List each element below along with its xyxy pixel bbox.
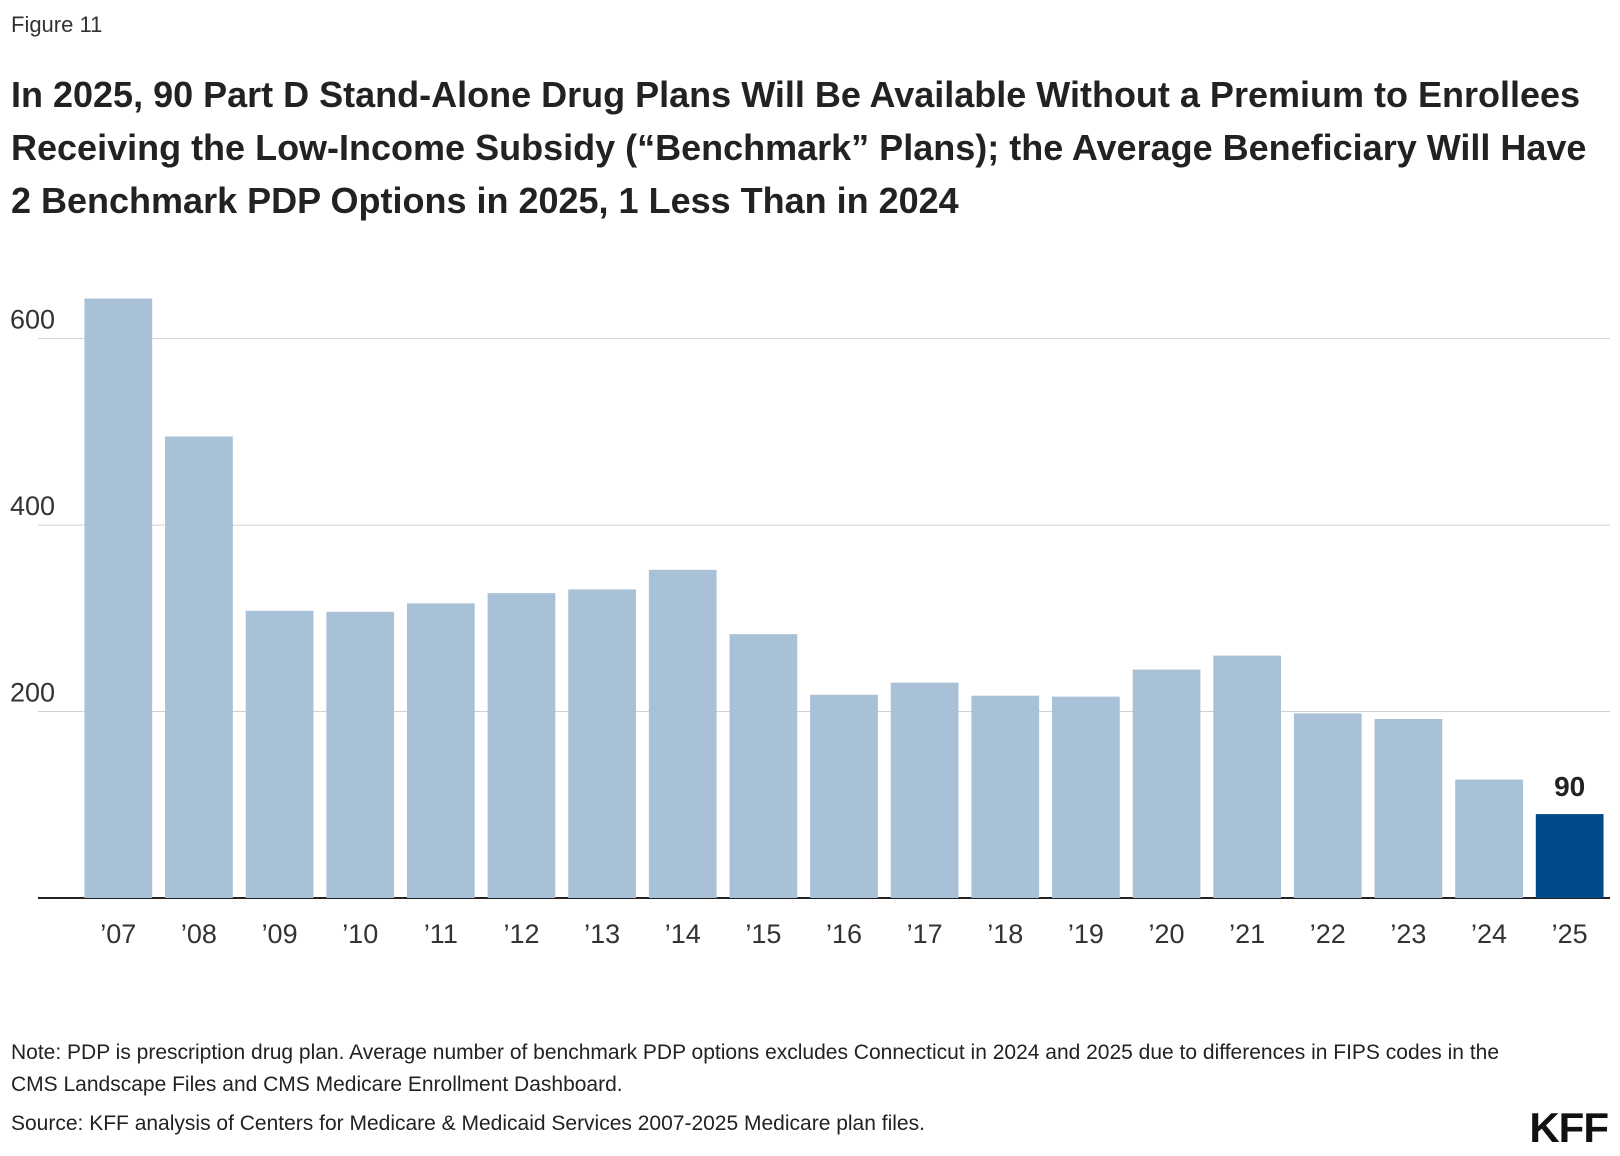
- value-label: 90: [1554, 771, 1585, 802]
- x-tick-label: ’25: [1552, 919, 1588, 949]
- x-tick-label: ’08: [181, 919, 217, 949]
- x-tick-label: ’16: [826, 919, 862, 949]
- x-tick-label: ’19: [1068, 919, 1104, 949]
- chart-title: In 2025, 90 Part D Stand-Alone Drug Plan…: [11, 74, 1587, 221]
- bar: [1213, 655, 1282, 898]
- bar: [326, 611, 395, 898]
- x-tick-label: ’10: [342, 919, 378, 949]
- x-tick-label: ’12: [503, 919, 539, 949]
- x-tick-label: ’18: [987, 919, 1023, 949]
- x-tick-label: ’15: [745, 919, 781, 949]
- x-tick-label: ’22: [1310, 919, 1346, 949]
- x-tick-label: ’14: [665, 919, 701, 949]
- x-tick-label: ’23: [1390, 919, 1426, 949]
- logo: KFF: [1529, 1104, 1609, 1151]
- bar: [568, 589, 636, 898]
- bar: [810, 694, 878, 898]
- x-tick-label: ’11: [424, 919, 458, 949]
- y-tick-label: 400: [10, 491, 55, 521]
- x-tick-label: ’13: [584, 919, 620, 949]
- bar: [1293, 713, 1362, 898]
- bar: [165, 436, 233, 898]
- x-tick-label: ’07: [100, 919, 136, 949]
- y-tick-label: 600: [10, 305, 55, 335]
- figure-label: Figure 11: [11, 12, 103, 37]
- bar: [406, 603, 475, 898]
- x-tick-label: ’20: [1149, 919, 1185, 949]
- bar: [1535, 814, 1604, 898]
- bar: [245, 610, 314, 898]
- x-tick-label: ’24: [1471, 919, 1507, 949]
- bar: [1455, 779, 1523, 898]
- bar: [1052, 696, 1120, 898]
- note: Note: PDP is prescription drug plan. Ave…: [11, 1041, 1500, 1096]
- bar: [1374, 718, 1443, 898]
- bar: [890, 682, 959, 898]
- bar: [84, 298, 153, 899]
- bar: [729, 634, 798, 898]
- x-tick-label: ’09: [262, 919, 298, 949]
- source: Source: KFF analysis of Centers for Medi…: [11, 1112, 925, 1135]
- x-tick-label: ’17: [907, 919, 943, 949]
- bar: [971, 695, 1040, 898]
- bar: [648, 569, 717, 898]
- x-tick-label: ’21: [1229, 919, 1265, 949]
- y-tick-label: 200: [10, 678, 55, 708]
- bar: [487, 593, 556, 898]
- bar: [1132, 669, 1201, 898]
